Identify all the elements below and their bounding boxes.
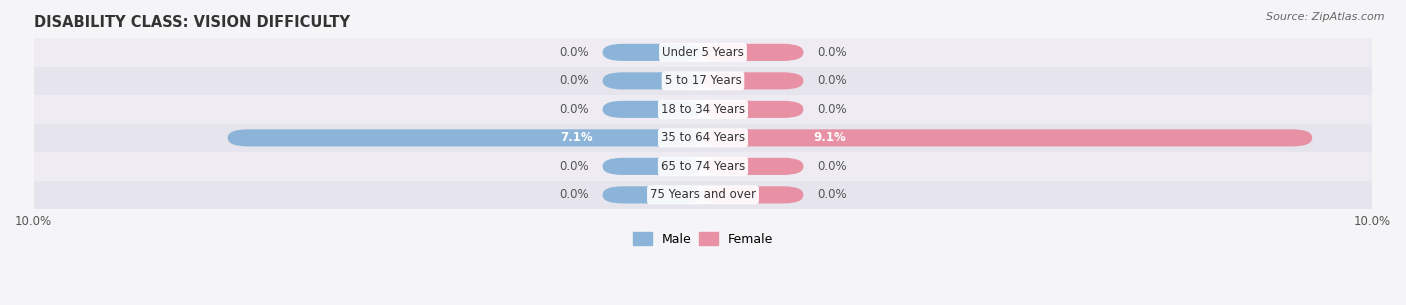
FancyBboxPatch shape	[703, 186, 803, 203]
Bar	[34, 38, 1372, 66]
Text: 0.0%: 0.0%	[560, 103, 589, 116]
Bar	[34, 181, 1372, 209]
Text: 0.0%: 0.0%	[817, 160, 846, 173]
Text: 18 to 34 Years: 18 to 34 Years	[661, 103, 745, 116]
FancyBboxPatch shape	[703, 129, 1312, 146]
FancyBboxPatch shape	[603, 44, 703, 61]
Text: 0.0%: 0.0%	[560, 188, 589, 201]
FancyBboxPatch shape	[603, 72, 703, 89]
FancyBboxPatch shape	[603, 158, 703, 175]
Text: 0.0%: 0.0%	[817, 74, 846, 87]
Text: 9.1%: 9.1%	[814, 131, 846, 144]
Text: 0.0%: 0.0%	[817, 103, 846, 116]
Text: 5 to 17 Years: 5 to 17 Years	[665, 74, 741, 87]
Legend: Male, Female: Male, Female	[628, 227, 778, 251]
Text: DISABILITY CLASS: VISION DIFFICULTY: DISABILITY CLASS: VISION DIFFICULTY	[34, 15, 350, 30]
Text: 0.0%: 0.0%	[560, 160, 589, 173]
FancyBboxPatch shape	[228, 129, 703, 146]
FancyBboxPatch shape	[703, 44, 803, 61]
Text: 75 Years and over: 75 Years and over	[650, 188, 756, 201]
Text: Under 5 Years: Under 5 Years	[662, 46, 744, 59]
Bar	[34, 66, 1372, 95]
Bar	[34, 152, 1372, 181]
Bar	[34, 95, 1372, 124]
Text: 35 to 64 Years: 35 to 64 Years	[661, 131, 745, 144]
FancyBboxPatch shape	[703, 101, 803, 118]
Text: 0.0%: 0.0%	[560, 74, 589, 87]
FancyBboxPatch shape	[603, 186, 703, 203]
Text: 0.0%: 0.0%	[817, 46, 846, 59]
FancyBboxPatch shape	[603, 101, 703, 118]
Text: 0.0%: 0.0%	[817, 188, 846, 201]
Text: Source: ZipAtlas.com: Source: ZipAtlas.com	[1267, 12, 1385, 22]
Text: 65 to 74 Years: 65 to 74 Years	[661, 160, 745, 173]
Text: 0.0%: 0.0%	[560, 46, 589, 59]
Text: 7.1%: 7.1%	[560, 131, 592, 144]
FancyBboxPatch shape	[703, 158, 803, 175]
FancyBboxPatch shape	[703, 72, 803, 89]
Bar	[34, 124, 1372, 152]
